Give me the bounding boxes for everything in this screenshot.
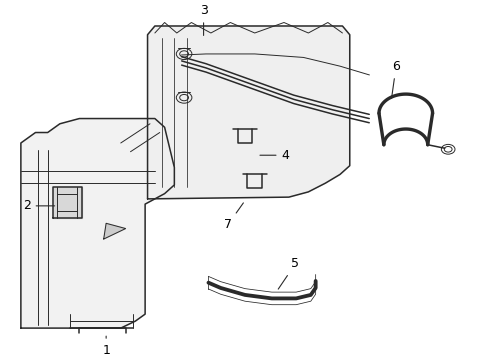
Text: 5: 5 [278,257,299,289]
Text: 6: 6 [392,60,400,98]
Text: 3: 3 [199,4,208,35]
Text: 4: 4 [260,149,290,162]
Text: 7: 7 [224,203,244,231]
Polygon shape [52,186,82,218]
Polygon shape [21,118,174,328]
Polygon shape [147,26,350,199]
Text: 2: 2 [23,199,55,212]
Text: 1: 1 [102,336,110,357]
Polygon shape [104,223,125,239]
